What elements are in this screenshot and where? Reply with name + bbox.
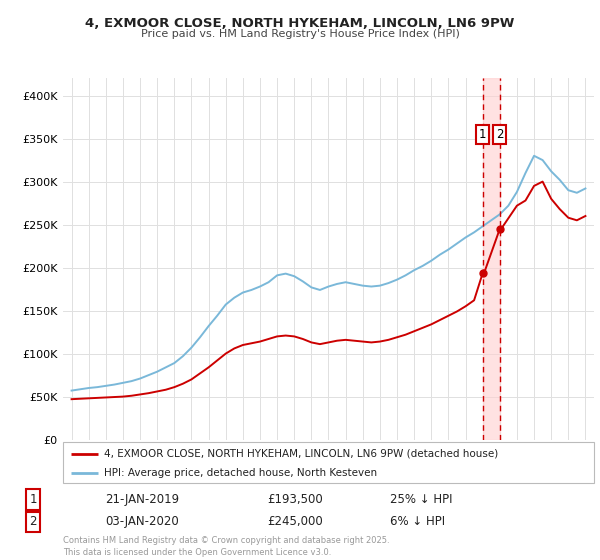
Text: 25% ↓ HPI: 25% ↓ HPI (390, 493, 452, 506)
Bar (482, 78, 500, 440)
Text: 1: 1 (29, 493, 37, 506)
Text: 21-JAN-2019: 21-JAN-2019 (105, 493, 179, 506)
Text: 2: 2 (496, 128, 503, 141)
Text: 1: 1 (479, 128, 487, 141)
Text: 03-JAN-2020: 03-JAN-2020 (105, 515, 179, 529)
Text: 6% ↓ HPI: 6% ↓ HPI (390, 515, 445, 529)
Text: 4, EXMOOR CLOSE, NORTH HYKEHAM, LINCOLN, LN6 9PW (detached house): 4, EXMOOR CLOSE, NORTH HYKEHAM, LINCOLN,… (104, 449, 499, 459)
Text: £245,000: £245,000 (267, 515, 323, 529)
Text: HPI: Average price, detached house, North Kesteven: HPI: Average price, detached house, Nort… (104, 468, 377, 478)
Text: 2: 2 (29, 515, 37, 529)
Text: Price paid vs. HM Land Registry's House Price Index (HPI): Price paid vs. HM Land Registry's House … (140, 29, 460, 39)
Text: Contains HM Land Registry data © Crown copyright and database right 2025.
This d: Contains HM Land Registry data © Crown c… (63, 536, 389, 557)
Text: 4, EXMOOR CLOSE, NORTH HYKEHAM, LINCOLN, LN6 9PW: 4, EXMOOR CLOSE, NORTH HYKEHAM, LINCOLN,… (85, 17, 515, 30)
Text: £193,500: £193,500 (267, 493, 323, 506)
